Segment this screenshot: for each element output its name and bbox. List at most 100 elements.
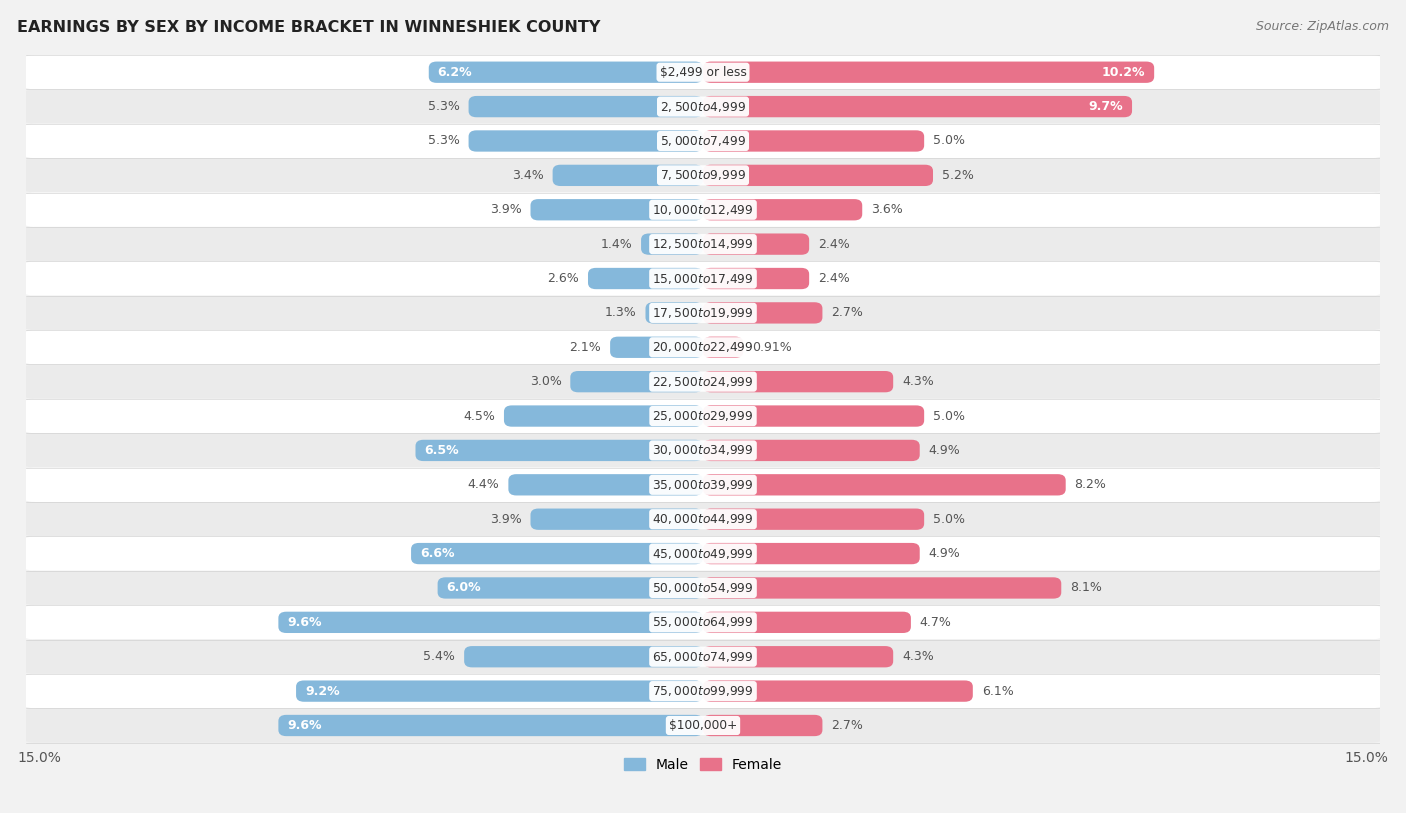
Text: 2.4%: 2.4% [818,237,849,250]
FancyBboxPatch shape [17,433,1389,467]
FancyBboxPatch shape [588,267,703,289]
Text: 2.7%: 2.7% [831,719,863,732]
Text: 3.4%: 3.4% [512,169,544,182]
FancyBboxPatch shape [17,571,1389,605]
FancyBboxPatch shape [530,509,703,530]
Text: EARNINGS BY SEX BY INCOME BRACKET IN WINNESHIEK COUNTY: EARNINGS BY SEX BY INCOME BRACKET IN WIN… [17,20,600,35]
Text: 3.9%: 3.9% [489,203,522,216]
FancyBboxPatch shape [468,96,703,117]
Text: $55,000 to $64,999: $55,000 to $64,999 [652,615,754,629]
Text: 9.7%: 9.7% [1088,100,1123,113]
Text: 4.5%: 4.5% [463,410,495,423]
FancyBboxPatch shape [703,406,924,427]
FancyBboxPatch shape [17,193,1389,227]
Text: 4.9%: 4.9% [928,444,960,457]
FancyBboxPatch shape [703,611,911,633]
FancyBboxPatch shape [703,337,744,358]
FancyBboxPatch shape [464,646,703,667]
Text: $15,000 to $17,499: $15,000 to $17,499 [652,272,754,285]
FancyBboxPatch shape [703,577,1062,598]
FancyBboxPatch shape [278,611,703,633]
Text: 2.4%: 2.4% [818,272,849,285]
Text: $65,000 to $74,999: $65,000 to $74,999 [652,650,754,663]
FancyBboxPatch shape [17,89,1389,124]
FancyBboxPatch shape [17,55,1389,89]
FancyBboxPatch shape [553,165,703,186]
FancyBboxPatch shape [17,124,1389,159]
Text: 2.1%: 2.1% [569,341,602,354]
Text: 3.9%: 3.9% [489,513,522,526]
FancyBboxPatch shape [437,577,703,598]
Text: 1.3%: 1.3% [605,307,637,320]
Text: $7,500 to $9,999: $7,500 to $9,999 [659,168,747,182]
Text: 6.6%: 6.6% [420,547,454,560]
FancyBboxPatch shape [17,364,1389,399]
Text: 4.7%: 4.7% [920,615,952,628]
FancyBboxPatch shape [17,399,1389,433]
FancyBboxPatch shape [703,371,893,393]
FancyBboxPatch shape [17,674,1389,708]
FancyBboxPatch shape [703,96,1132,117]
Text: $22,500 to $24,999: $22,500 to $24,999 [652,375,754,389]
FancyBboxPatch shape [703,62,1154,83]
FancyBboxPatch shape [17,330,1389,364]
FancyBboxPatch shape [416,440,703,461]
FancyBboxPatch shape [703,543,920,564]
FancyBboxPatch shape [278,715,703,736]
FancyBboxPatch shape [703,267,810,289]
Legend: Male, Female: Male, Female [619,752,787,777]
Text: 9.6%: 9.6% [287,719,322,732]
Text: $75,000 to $99,999: $75,000 to $99,999 [652,684,754,698]
FancyBboxPatch shape [703,680,973,702]
Text: $20,000 to $22,499: $20,000 to $22,499 [652,341,754,354]
Text: 4.9%: 4.9% [928,547,960,560]
Text: 3.6%: 3.6% [872,203,903,216]
FancyBboxPatch shape [641,233,703,254]
FancyBboxPatch shape [17,537,1389,571]
Text: Source: ZipAtlas.com: Source: ZipAtlas.com [1256,20,1389,33]
Text: 5.3%: 5.3% [427,100,460,113]
Text: 6.0%: 6.0% [447,581,481,594]
FancyBboxPatch shape [703,199,862,220]
Text: 6.2%: 6.2% [437,66,472,79]
FancyBboxPatch shape [17,159,1389,193]
Text: $10,000 to $12,499: $10,000 to $12,499 [652,202,754,217]
Text: 5.4%: 5.4% [423,650,456,663]
FancyBboxPatch shape [645,302,703,324]
FancyBboxPatch shape [530,199,703,220]
Text: $2,499 or less: $2,499 or less [659,66,747,79]
Text: $30,000 to $34,999: $30,000 to $34,999 [652,443,754,458]
Text: $45,000 to $49,999: $45,000 to $49,999 [652,546,754,561]
Text: $5,000 to $7,499: $5,000 to $7,499 [659,134,747,148]
Text: 6.1%: 6.1% [981,685,1014,698]
Text: 10.2%: 10.2% [1102,66,1146,79]
FancyBboxPatch shape [17,261,1389,296]
FancyBboxPatch shape [411,543,703,564]
FancyBboxPatch shape [17,605,1389,640]
Text: 5.2%: 5.2% [942,169,974,182]
FancyBboxPatch shape [17,708,1389,743]
FancyBboxPatch shape [703,130,924,152]
FancyBboxPatch shape [703,509,924,530]
Text: 4.3%: 4.3% [903,375,934,388]
FancyBboxPatch shape [468,130,703,152]
Text: 5.0%: 5.0% [934,513,965,526]
FancyBboxPatch shape [17,227,1389,261]
Text: 8.1%: 8.1% [1070,581,1102,594]
Text: 8.2%: 8.2% [1074,478,1107,491]
Text: $100,000+: $100,000+ [669,719,737,732]
Text: $25,000 to $29,999: $25,000 to $29,999 [652,409,754,423]
FancyBboxPatch shape [17,640,1389,674]
FancyBboxPatch shape [703,165,934,186]
Text: 5.3%: 5.3% [427,134,460,147]
Text: 2.7%: 2.7% [831,307,863,320]
FancyBboxPatch shape [703,440,920,461]
Text: 4.4%: 4.4% [468,478,499,491]
Text: $40,000 to $44,999: $40,000 to $44,999 [652,512,754,526]
FancyBboxPatch shape [429,62,703,83]
FancyBboxPatch shape [703,646,893,667]
FancyBboxPatch shape [297,680,703,702]
FancyBboxPatch shape [17,296,1389,330]
Text: 9.2%: 9.2% [305,685,339,698]
FancyBboxPatch shape [17,502,1389,537]
